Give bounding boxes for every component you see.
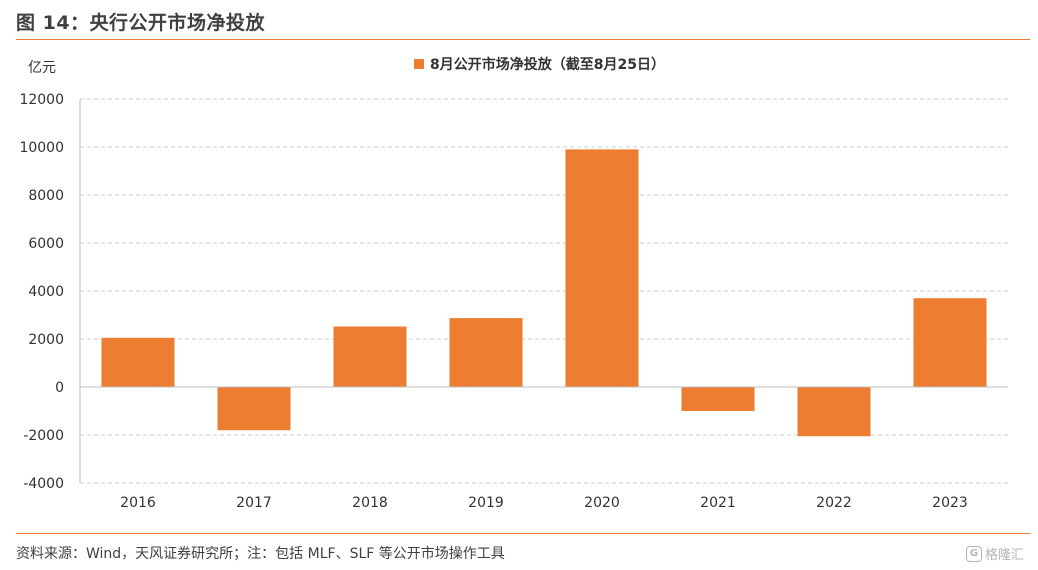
y-tick-label: 10000 [19, 140, 64, 156]
legend-label: 8月公开市场净投放（截至8月25日） [430, 56, 665, 73]
tick-labels: 12000 10000 8000 6000 4000 2000 0 -2000 -4000 亿元 2… [19, 60, 967, 511]
x-tick-label: 2023 [932, 495, 968, 511]
watermark-logo-icon: G [965, 545, 982, 562]
x-tick-label: 2016 [120, 495, 156, 511]
bar [101, 337, 175, 387]
watermark: G 格隆汇 [965, 544, 1024, 563]
y-tick-label: 12000 [19, 92, 64, 108]
bar [797, 387, 871, 437]
y-tick-label: 4000 [28, 284, 64, 300]
bar [217, 387, 291, 431]
header-rule [16, 39, 1030, 40]
legend: 8月公开市场净投放（截至8月25日） [414, 56, 665, 73]
bar [913, 298, 987, 387]
x-tick-label: 2020 [584, 495, 620, 511]
y-axis-unit-label: 亿元 [28, 60, 56, 76]
source-note: 资料来源：Wind，天风证券研究所；注：包括 MLF、SLF 等公开市场操作工具 [16, 546, 505, 562]
y-tick-label: 0 [55, 380, 64, 396]
y-tick-label: 8000 [28, 188, 64, 204]
chart-area: 12000 10000 8000 6000 4000 2000 0 -2000 -4000 亿元 2… [0, 40, 1038, 532]
x-tick-label: 2019 [468, 495, 504, 511]
x-tick-label: 2017 [236, 495, 272, 511]
y-tick-label: -4000 [23, 476, 64, 492]
figure-title: 图 14：央行公开市场净投放 [16, 12, 266, 34]
watermark-text: 格隆汇 [984, 548, 1024, 563]
y-tick-label: -2000 [23, 428, 64, 444]
x-tick-label: 2021 [700, 495, 736, 511]
bar-chart: 12000 10000 8000 6000 4000 2000 0 -2000 -4000 亿元 2… [19, 56, 1008, 511]
x-tick-label: 2018 [352, 495, 388, 511]
y-tick-label: 2000 [28, 332, 64, 348]
bar [565, 149, 639, 387]
bar [681, 387, 755, 411]
footer-rule [16, 533, 1030, 534]
legend-swatch [414, 59, 424, 69]
bars [101, 149, 987, 437]
x-tick-label: 2022 [816, 495, 852, 511]
axes [79, 99, 1008, 483]
y-tick-label: 6000 [28, 236, 64, 252]
gridlines [80, 98, 1008, 484]
bar [449, 318, 523, 387]
bar [333, 326, 407, 387]
